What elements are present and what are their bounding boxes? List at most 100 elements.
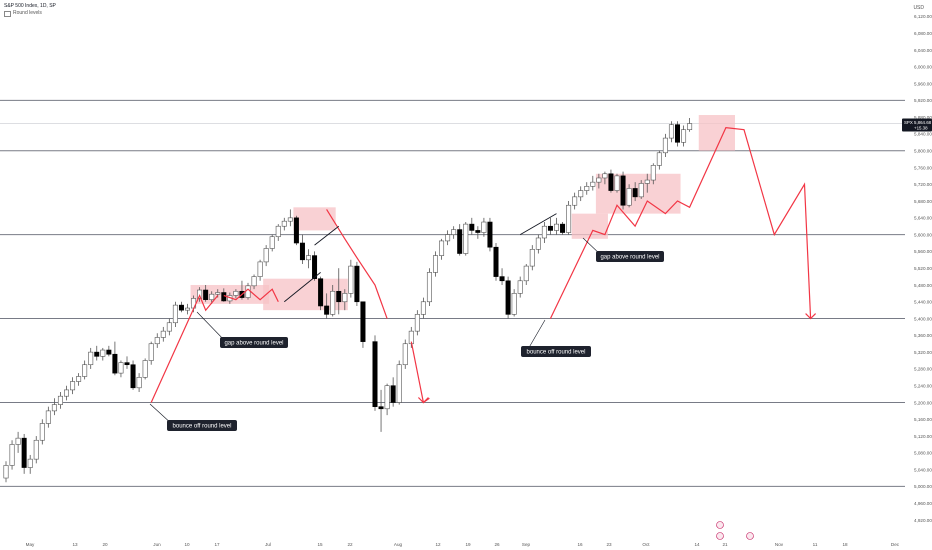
- trend-arrow-line: [314, 225, 340, 246]
- time-tick-label: 22: [347, 542, 353, 547]
- candle-body: [578, 190, 584, 198]
- price-tick-label: 5,520.00: [914, 266, 932, 271]
- time-tick-label: Jul: [265, 542, 271, 547]
- price-tick-label: 5,960.00: [914, 81, 932, 86]
- candle-body: [172, 304, 178, 324]
- annotation-box: [521, 346, 591, 357]
- candle-body: [51, 404, 57, 412]
- last-price-symbol: SPX: [904, 120, 913, 125]
- candle-body: [354, 265, 360, 303]
- candle-body: [299, 242, 305, 261]
- event-markers[interactable]: [716, 521, 754, 540]
- candle-body: [215, 292, 221, 295]
- candles-layer: [3, 117, 693, 483]
- candle-body: [499, 276, 505, 282]
- time-axis[interactable]: May 13 20 Jun 10 17 Jul 15 22 Aug 12 19 26 Sep 16 23 Oct…: [26, 542, 900, 547]
- candle-body: [3, 465, 9, 479]
- price-tick-label: 5,080.00: [914, 451, 932, 456]
- candle-body: [638, 183, 644, 198]
- projection-path: [150, 293, 219, 403]
- candle-body: [596, 177, 602, 183]
- price-tick-label: 5,320.00: [914, 350, 932, 355]
- annotations-layer: bounce off round level gap above round le…: [149, 237, 664, 431]
- event-marker-icon[interactable]: [716, 521, 724, 529]
- candle-body: [457, 229, 463, 254]
- candle-body: [9, 444, 15, 466]
- price-tick-label: 5,360.00: [914, 333, 932, 338]
- candle-body: [451, 229, 457, 235]
- annotation-box: [220, 337, 288, 348]
- candle-body: [584, 186, 590, 191]
- candle-body: [27, 458, 33, 468]
- price-tick-label: 5,400.00: [914, 316, 932, 321]
- consolidation-zone: [698, 115, 735, 151]
- candle-body: [632, 188, 638, 198]
- price-tick-label: 5,840.00: [914, 132, 932, 137]
- candle-body: [154, 337, 160, 345]
- round-levels-layer: [0, 99, 905, 487]
- price-tick-label: 5,240.00: [914, 384, 932, 389]
- time-tick-label: Sep: [522, 542, 531, 547]
- candle-body: [45, 410, 51, 424]
- candle-body: [602, 173, 608, 179]
- time-tick-label: Aug: [394, 542, 403, 547]
- candle-body: [553, 223, 559, 231]
- candle-body: [511, 293, 517, 315]
- candle-body: [626, 188, 632, 206]
- time-tick-label: 17: [214, 542, 220, 547]
- projection-path: [223, 288, 279, 303]
- candle-body: [420, 301, 426, 315]
- indicator-row[interactable]: Round levels: [4, 10, 56, 17]
- candle-body: [136, 377, 142, 389]
- candle-body: [336, 290, 342, 303]
- candle-body: [674, 124, 680, 143]
- projection-paths: [150, 126, 817, 404]
- time-tick-label: 21: [722, 542, 728, 547]
- candle-body: [378, 406, 384, 410]
- candle-body: [245, 285, 251, 298]
- candle-body: [275, 225, 281, 238]
- event-marker-icon[interactable]: [716, 532, 724, 540]
- price-tick-label: 5,040.00: [914, 467, 932, 472]
- candle-body: [257, 261, 263, 277]
- projection-path: [549, 126, 812, 319]
- candle-body: [33, 439, 39, 460]
- candle-body: [445, 234, 451, 242]
- last-price-value: 5,864.68: [914, 120, 932, 125]
- indicator-toggle-icon[interactable]: [4, 10, 11, 17]
- candle-body: [209, 293, 215, 300]
- consolidation-zones: [190, 115, 735, 311]
- candle-body: [644, 179, 650, 184]
- candle-body: [493, 246, 499, 277]
- annotation-text: bounce off round level: [173, 424, 232, 430]
- candle-body: [330, 290, 336, 315]
- candle-body: [185, 307, 191, 311]
- candle-body: [312, 255, 318, 279]
- time-tick-label: Dec: [891, 542, 900, 547]
- time-tick-label: 16: [577, 542, 583, 547]
- price-tick-label: 5,160.00: [914, 417, 932, 422]
- candle-body: [15, 437, 21, 445]
- price-tick-label: 5,680.00: [914, 199, 932, 204]
- price-axis[interactable]: 6,120.00 6,080.00 6,040.00 6,000.00 5,960.00…: [902, 14, 932, 523]
- time-tick-label: 11: [813, 542, 818, 547]
- candle-body: [348, 265, 354, 294]
- candle-body: [414, 314, 420, 332]
- consolidation-zone: [293, 207, 336, 231]
- candle-body: [529, 249, 535, 267]
- candle-body: [112, 353, 118, 374]
- candle-body: [76, 376, 82, 382]
- price-tick-label: 5,280.00: [914, 367, 932, 372]
- candle-body: [318, 278, 324, 307]
- candle-body: [305, 255, 311, 261]
- event-marker-icon[interactable]: [746, 532, 754, 540]
- candle-body: [590, 181, 596, 187]
- candle-body: [281, 220, 287, 227]
- candle-body: [620, 175, 626, 206]
- annotation-box: [167, 420, 237, 431]
- candle-body: [94, 351, 100, 357]
- annotation-pointer: [526, 319, 546, 352]
- candle-body: [650, 165, 656, 181]
- candle-body: [547, 225, 553, 231]
